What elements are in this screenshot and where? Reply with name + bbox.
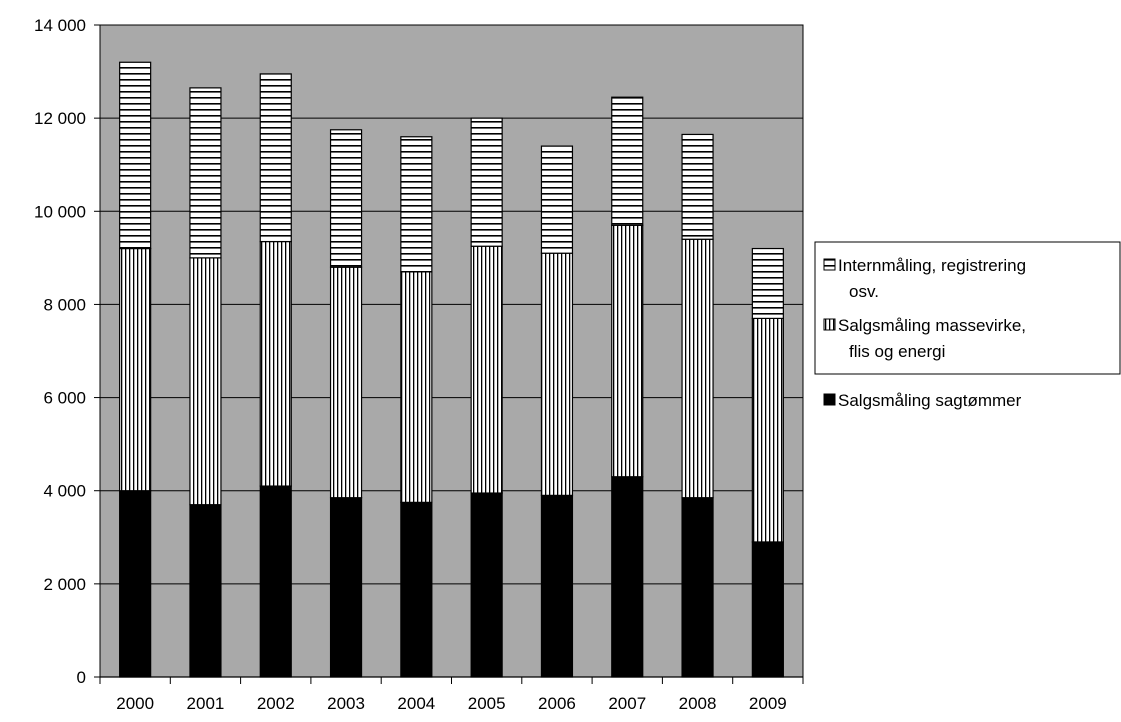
- y-tick-label: 6 000: [43, 389, 86, 408]
- bars: [119, 61, 784, 678]
- y-tick-label: 12 000: [34, 109, 86, 128]
- bar-segment-vertical-lines: [540, 252, 574, 496]
- bar-segment-vertical-lines: [611, 224, 644, 478]
- legend-label: osv.: [849, 282, 879, 301]
- legend: Internmåling, registrering osv. Salgsmålin…: [814, 241, 1121, 410]
- bar-segment-horizontal-lines: [540, 145, 574, 254]
- bar-segment-horizontal-lines: [611, 96, 644, 226]
- x-tick-label: 2000: [116, 694, 154, 713]
- legend-swatch-horizontal-lines: [823, 258, 836, 271]
- x-tick-label: 2006: [538, 694, 576, 713]
- x-tick-label: 2001: [187, 694, 225, 713]
- x-tick-label: 2008: [679, 694, 717, 713]
- bar-segment-solid: [119, 490, 152, 678]
- bar-segment-horizontal-lines: [119, 61, 152, 250]
- bar-segment-vertical-lines: [751, 317, 784, 543]
- legend-swatch-solid: [823, 393, 836, 406]
- bar-segment-solid: [259, 485, 292, 678]
- legend-box: [814, 241, 1121, 375]
- legend-label: Internmåling, registrering: [838, 256, 1026, 275]
- x-tick-label: 2003: [327, 694, 365, 713]
- bar-segment-horizontal-lines: [751, 247, 784, 320]
- bar-segment-solid: [189, 504, 222, 678]
- x-tick-label: 2007: [608, 694, 646, 713]
- bar-segment-horizontal-lines: [470, 117, 503, 247]
- bar-segment-vertical-lines: [400, 271, 433, 503]
- legend-label: flis og energi: [849, 342, 945, 361]
- legend-swatch-vertical-lines: [823, 318, 836, 331]
- bar-segment-horizontal-lines: [329, 129, 363, 268]
- bar-segment-vertical-lines: [259, 240, 292, 487]
- bar-segment-solid: [540, 494, 574, 678]
- legend-label: Salgsmåling sagtømmer: [838, 391, 1022, 410]
- bar-segment-solid: [681, 497, 714, 678]
- y-tick-label: 4 000: [43, 482, 86, 501]
- y-tick-label: 14 000: [34, 16, 86, 35]
- bar-segment-solid: [470, 492, 503, 678]
- y-tick-label: 8 000: [43, 295, 86, 314]
- y-tick-label: 2 000: [43, 575, 86, 594]
- bar-segment-horizontal-lines: [189, 87, 222, 259]
- bar-segment-solid: [751, 541, 784, 678]
- bar-segment-solid: [400, 501, 433, 678]
- x-axis: 2000 2001 2002 2003 2004 2005 2006 2007 2008 2009: [99, 676, 804, 713]
- bar-segment-vertical-lines: [470, 245, 503, 494]
- legend-label: Salgsmåling massevirke,: [838, 316, 1026, 335]
- bar-segment-horizontal-lines: [681, 133, 714, 240]
- bar-segment-vertical-lines: [329, 266, 363, 499]
- bar-segment-horizontal-lines: [400, 136, 433, 273]
- x-tick-label: 2004: [397, 694, 435, 713]
- bar-segment-solid: [611, 476, 644, 678]
- bar-segment-vertical-lines: [119, 247, 152, 492]
- x-tick-label: 2005: [468, 694, 506, 713]
- bar-segment-vertical-lines: [189, 257, 222, 506]
- y-axis: 0 2 000 4 000 6 000 8 000 10 000 12 000 14 000: [34, 16, 100, 687]
- bar-segment-vertical-lines: [681, 238, 714, 499]
- x-tick-label: 2009: [749, 694, 787, 713]
- x-tick-label: 2002: [257, 694, 295, 713]
- bar-segment-solid: [329, 497, 363, 678]
- bar-segment-horizontal-lines: [259, 73, 292, 243]
- y-tick-label: 0: [77, 668, 86, 687]
- y-tick-label: 10 000: [34, 202, 86, 221]
